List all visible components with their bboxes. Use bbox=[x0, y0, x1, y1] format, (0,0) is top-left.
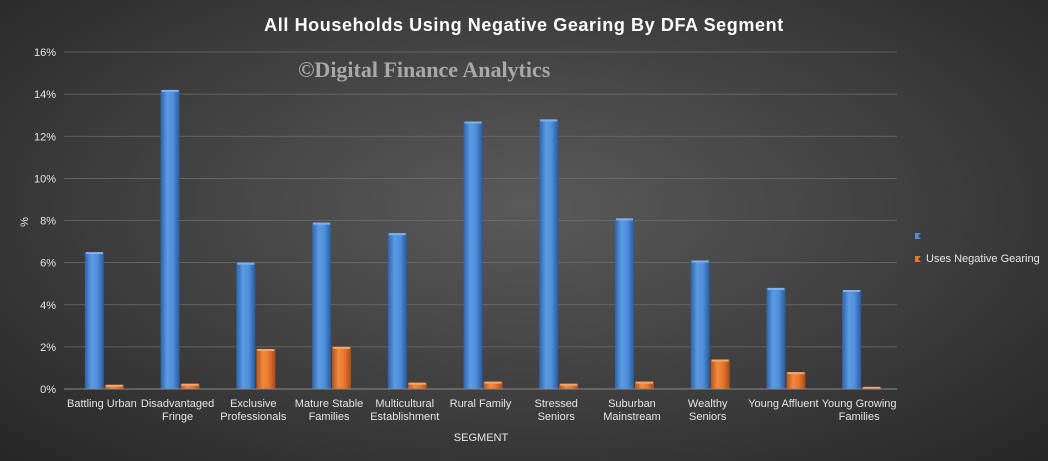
bar-top-highlight bbox=[691, 260, 709, 263]
x-axis-label: SEGMENT bbox=[454, 432, 509, 444]
bar-negative-gearing bbox=[483, 381, 503, 389]
bar-top-highlight bbox=[161, 89, 179, 92]
bar-all-households bbox=[160, 89, 180, 389]
x-category-label: Young Growing bbox=[822, 398, 897, 410]
bar-top-highlight bbox=[257, 348, 275, 351]
bar-top-highlight bbox=[105, 384, 123, 387]
bars bbox=[84, 89, 882, 390]
x-category-label: Disadvantaged bbox=[141, 398, 214, 410]
legend: Uses Negative Gearing bbox=[915, 233, 1040, 265]
x-category-label: Professionals bbox=[220, 411, 287, 423]
y-tick-label: 10% bbox=[34, 173, 56, 185]
x-category-label: Battling Urban bbox=[67, 398, 137, 410]
bar-negative-gearing bbox=[710, 359, 730, 389]
bar-all-households bbox=[236, 262, 256, 389]
bar-all-households bbox=[690, 260, 710, 389]
x-category-label: Stressed bbox=[535, 398, 578, 410]
y-tick-label: 14% bbox=[34, 89, 56, 101]
legend-swatch bbox=[915, 256, 921, 262]
bar-negative-gearing bbox=[256, 348, 276, 389]
x-category-label: Exclusive bbox=[230, 398, 276, 410]
bar-top-highlight bbox=[333, 346, 351, 349]
bar-all-households bbox=[766, 287, 786, 389]
bar-all-households bbox=[463, 121, 483, 389]
y-axis-ticks: 0% 2% 4% 6% 8% 10% 12% 14% 16% bbox=[34, 47, 56, 396]
bar-negative-gearing bbox=[104, 384, 124, 389]
x-category-label: Seniors bbox=[538, 411, 576, 423]
bar-top-highlight bbox=[181, 383, 199, 386]
bar-top-highlight bbox=[540, 119, 558, 122]
bar-top-highlight bbox=[464, 121, 482, 124]
x-category-label: Wealthy bbox=[688, 398, 728, 410]
y-tick-label: 16% bbox=[34, 47, 56, 59]
chart-title: All Households Using Negative Gearing By… bbox=[264, 15, 784, 35]
bar-all-households bbox=[84, 252, 104, 389]
bar-top-highlight bbox=[635, 381, 653, 384]
legend-swatch bbox=[915, 233, 921, 239]
bar-negative-gearing bbox=[634, 381, 654, 389]
x-category-label: Establishment bbox=[370, 411, 439, 423]
bar-top-highlight bbox=[237, 262, 255, 265]
bar-top-highlight bbox=[615, 218, 633, 221]
x-category-label: Seniors bbox=[689, 411, 727, 423]
x-category-label: Suburban bbox=[608, 398, 656, 410]
x-category-label: Young Affluent bbox=[748, 398, 818, 410]
bar-negative-gearing bbox=[332, 346, 352, 389]
x-category-label: Fringe bbox=[162, 411, 193, 423]
x-category-label: Mature Stable bbox=[295, 398, 363, 410]
bar-top-highlight bbox=[843, 290, 861, 293]
bar-negative-gearing bbox=[786, 372, 806, 389]
y-tick-label: 2% bbox=[40, 342, 56, 354]
bar-top-highlight bbox=[863, 386, 881, 389]
x-category-label: Multicultural bbox=[375, 398, 434, 410]
y-tick-label: 12% bbox=[34, 131, 56, 143]
legend-label: Uses Negative Gearing bbox=[926, 253, 1040, 265]
bar-all-households bbox=[539, 119, 559, 390]
bar-top-highlight bbox=[313, 222, 331, 225]
bar-negative-gearing bbox=[559, 383, 579, 389]
bar-top-highlight bbox=[711, 359, 729, 362]
bar-top-highlight bbox=[388, 233, 406, 236]
y-tick-label: 6% bbox=[40, 258, 56, 270]
bar-all-households bbox=[614, 218, 634, 389]
x-category-label: Families bbox=[839, 411, 880, 423]
bar-all-households bbox=[387, 233, 407, 389]
bar-top-highlight bbox=[787, 372, 805, 375]
bar-all-households bbox=[842, 290, 862, 389]
y-tick-label: 0% bbox=[40, 384, 56, 396]
bar-top-highlight bbox=[85, 252, 103, 255]
x-category-label: Mainstream bbox=[603, 411, 660, 423]
bar-top-highlight bbox=[767, 287, 785, 290]
y-tick-label: 4% bbox=[40, 300, 56, 312]
bar-top-highlight bbox=[560, 383, 578, 386]
bar-negative-gearing bbox=[180, 383, 200, 389]
x-category-label: Rural Family bbox=[450, 398, 512, 410]
bar-negative-gearing bbox=[407, 382, 427, 389]
y-axis-label: % bbox=[19, 217, 31, 227]
x-category-label: Families bbox=[309, 411, 350, 423]
bar-top-highlight bbox=[484, 381, 502, 384]
bar-all-households bbox=[312, 222, 332, 389]
y-tick-label: 8% bbox=[40, 216, 56, 228]
watermark-text: ©Digital Finance Analytics bbox=[298, 57, 551, 82]
bar-top-highlight bbox=[408, 382, 426, 385]
